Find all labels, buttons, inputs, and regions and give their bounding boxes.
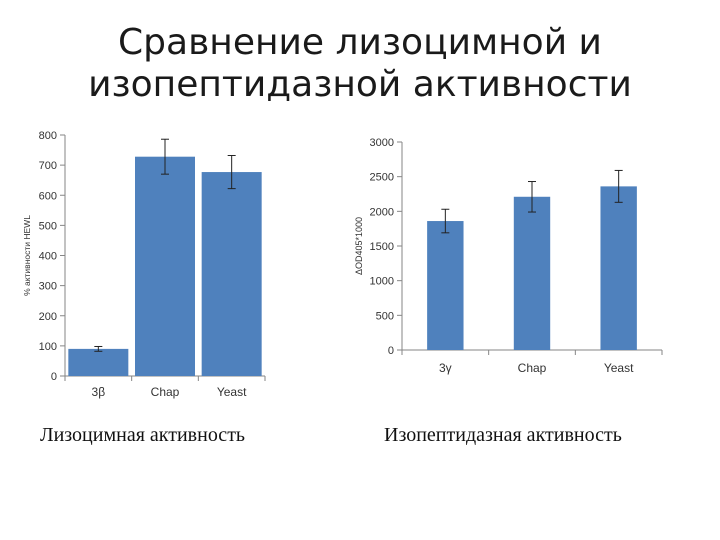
y-tick-label: 1500 (370, 241, 394, 253)
bar (513, 196, 551, 350)
y-tick-label: 3000 (370, 137, 394, 149)
bar (201, 172, 262, 376)
y-axis-label: % активности HEWL (22, 215, 32, 296)
bar (68, 348, 129, 376)
y-tick-label: 500 (376, 310, 394, 322)
title-line-2: изопептидазной активности (88, 64, 632, 105)
bar (427, 221, 464, 350)
category-label: 3γ (439, 361, 452, 375)
y-tick-label: 400 (39, 251, 57, 263)
y-tick-label: 2500 (370, 172, 394, 184)
lysozyme-activity-chart: 0 100 200 300 400 500 600 700 800 3β Chap Yeast % ак… (22, 130, 266, 399)
y-tick-label: 100 (39, 341, 57, 353)
slide-title: Сравнение лизоцимной и изопептидазной ак… (0, 22, 720, 106)
y-tick-label: 600 (39, 190, 57, 202)
y-tick-label: 800 (39, 130, 57, 142)
lysozyme-caption: Лизоцимная активность (40, 424, 246, 446)
y-tick-label: 500 (39, 220, 57, 232)
y-tick-label: 300 (39, 281, 57, 293)
y-tick-label: 0 (51, 371, 57, 383)
category-label: Yeast (217, 385, 247, 399)
y-tick-label: 0 (388, 345, 394, 357)
category-label: Chap (151, 385, 180, 399)
title-line-1: Сравнение лизоцимной и (118, 22, 602, 63)
y-tick-label: 200 (39, 311, 57, 323)
isopeptidase-activity-chart: 0 500 1000 1500 2000 2500 3000 3γ Chap Yeast ΔOD40… (354, 137, 663, 375)
y-tick-label: 1000 (370, 276, 394, 288)
bar (600, 186, 637, 350)
y-tick-label: 2000 (370, 206, 394, 218)
y-axis-label: ΔOD405*1000 (354, 217, 364, 275)
category-label: 3β (92, 385, 106, 399)
bar (135, 156, 195, 376)
y-tick-label: 700 (39, 160, 57, 172)
category-label: Chap (518, 361, 547, 375)
category-label: Yeast (604, 361, 634, 375)
isopeptidase-caption: Изопептидазная активность (384, 424, 622, 446)
